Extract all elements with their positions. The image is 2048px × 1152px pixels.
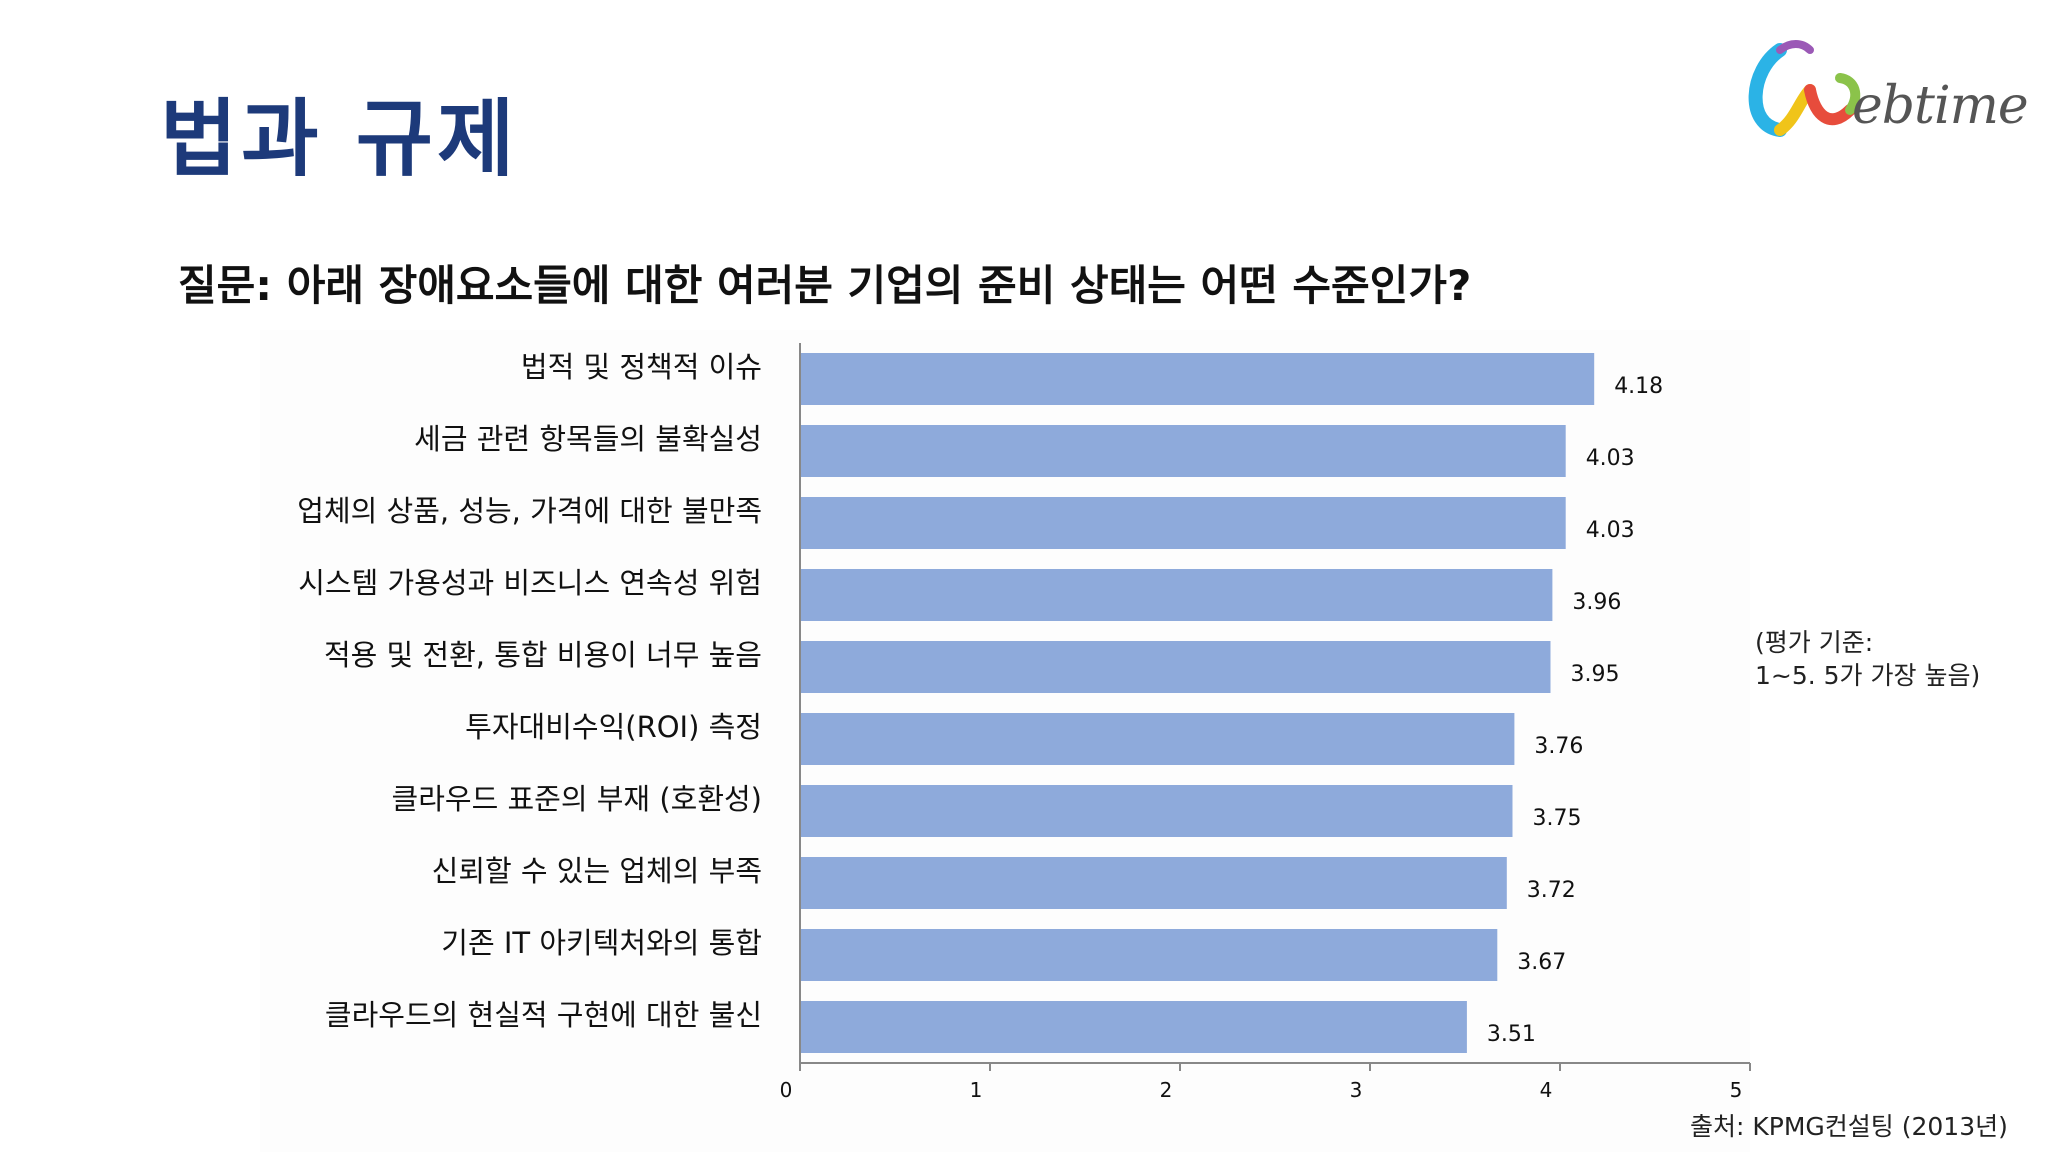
bar	[800, 713, 1515, 765]
webtime-logo: ebtime	[1740, 30, 2029, 160]
source-text: 출처: KPMG컨설팅 (2013년)	[1690, 1112, 2008, 1141]
category-label: 클라우드의 현실적 구현에 대한 불신	[325, 998, 762, 1032]
x-tick-label: 5	[1730, 1078, 1743, 1102]
rating-note: (평가 기준: 1~5. 5가 가장 높음)	[1755, 628, 1981, 690]
question-text: 질문: 아래 장애요소들에 대한 여러분 기업의 준비 상태는 어떤 수준인가?	[178, 261, 1472, 310]
bar-value-label: 3.72	[1527, 878, 1576, 903]
bar-value-label: 3.75	[1533, 806, 1582, 831]
bar-value-label: 3.96	[1572, 590, 1621, 615]
category-label: 기존 IT 아키텍처와의 통합	[441, 926, 762, 960]
bar	[800, 785, 1513, 837]
logo-text: ebtime	[1852, 76, 2029, 136]
bar	[800, 425, 1566, 477]
bar	[800, 569, 1553, 621]
x-tick-label: 2	[1160, 1078, 1173, 1102]
bar-value-label: 3.76	[1534, 734, 1583, 759]
category-label: 법적 및 정책적 이슈	[521, 350, 762, 384]
bar-value-label: 4.03	[1586, 446, 1635, 471]
bar	[800, 641, 1551, 693]
category-label: 업체의 상품, 성능, 가격에 대한 불만족	[297, 494, 762, 528]
category-label: 세금 관련 항목들의 불확실성	[414, 422, 762, 456]
x-tick-label: 0	[780, 1078, 793, 1102]
bar	[800, 497, 1566, 549]
x-tick-label: 4	[1540, 1078, 1553, 1102]
webtime-swirl-logo-icon	[1748, 40, 1861, 137]
page-title: 법과 규제	[160, 90, 519, 188]
category-label: 신뢰할 수 있는 업체의 부족	[432, 854, 762, 888]
bar	[800, 1001, 1467, 1053]
bar-value-label: 4.18	[1614, 374, 1663, 399]
category-label: 클라우드 표준의 부재 (호환성)	[392, 782, 762, 816]
category-label: 적용 및 전환, 통합 비용이 너무 높음	[324, 638, 762, 672]
bar-value-label: 3.95	[1571, 662, 1620, 687]
bar	[800, 857, 1507, 909]
bar-value-label: 3.51	[1487, 1022, 1536, 1047]
x-tick-label: 3	[1350, 1078, 1363, 1102]
bar	[800, 929, 1498, 981]
category-label: 시스템 가용성과 비즈니스 연속성 위험	[298, 566, 762, 600]
x-tick-label: 1	[970, 1078, 983, 1102]
bar	[800, 353, 1595, 405]
bar-value-label: 4.03	[1586, 518, 1635, 543]
bar-value-label: 3.67	[1517, 950, 1566, 975]
category-label: 투자대비수익(ROI) 측정	[465, 710, 762, 744]
